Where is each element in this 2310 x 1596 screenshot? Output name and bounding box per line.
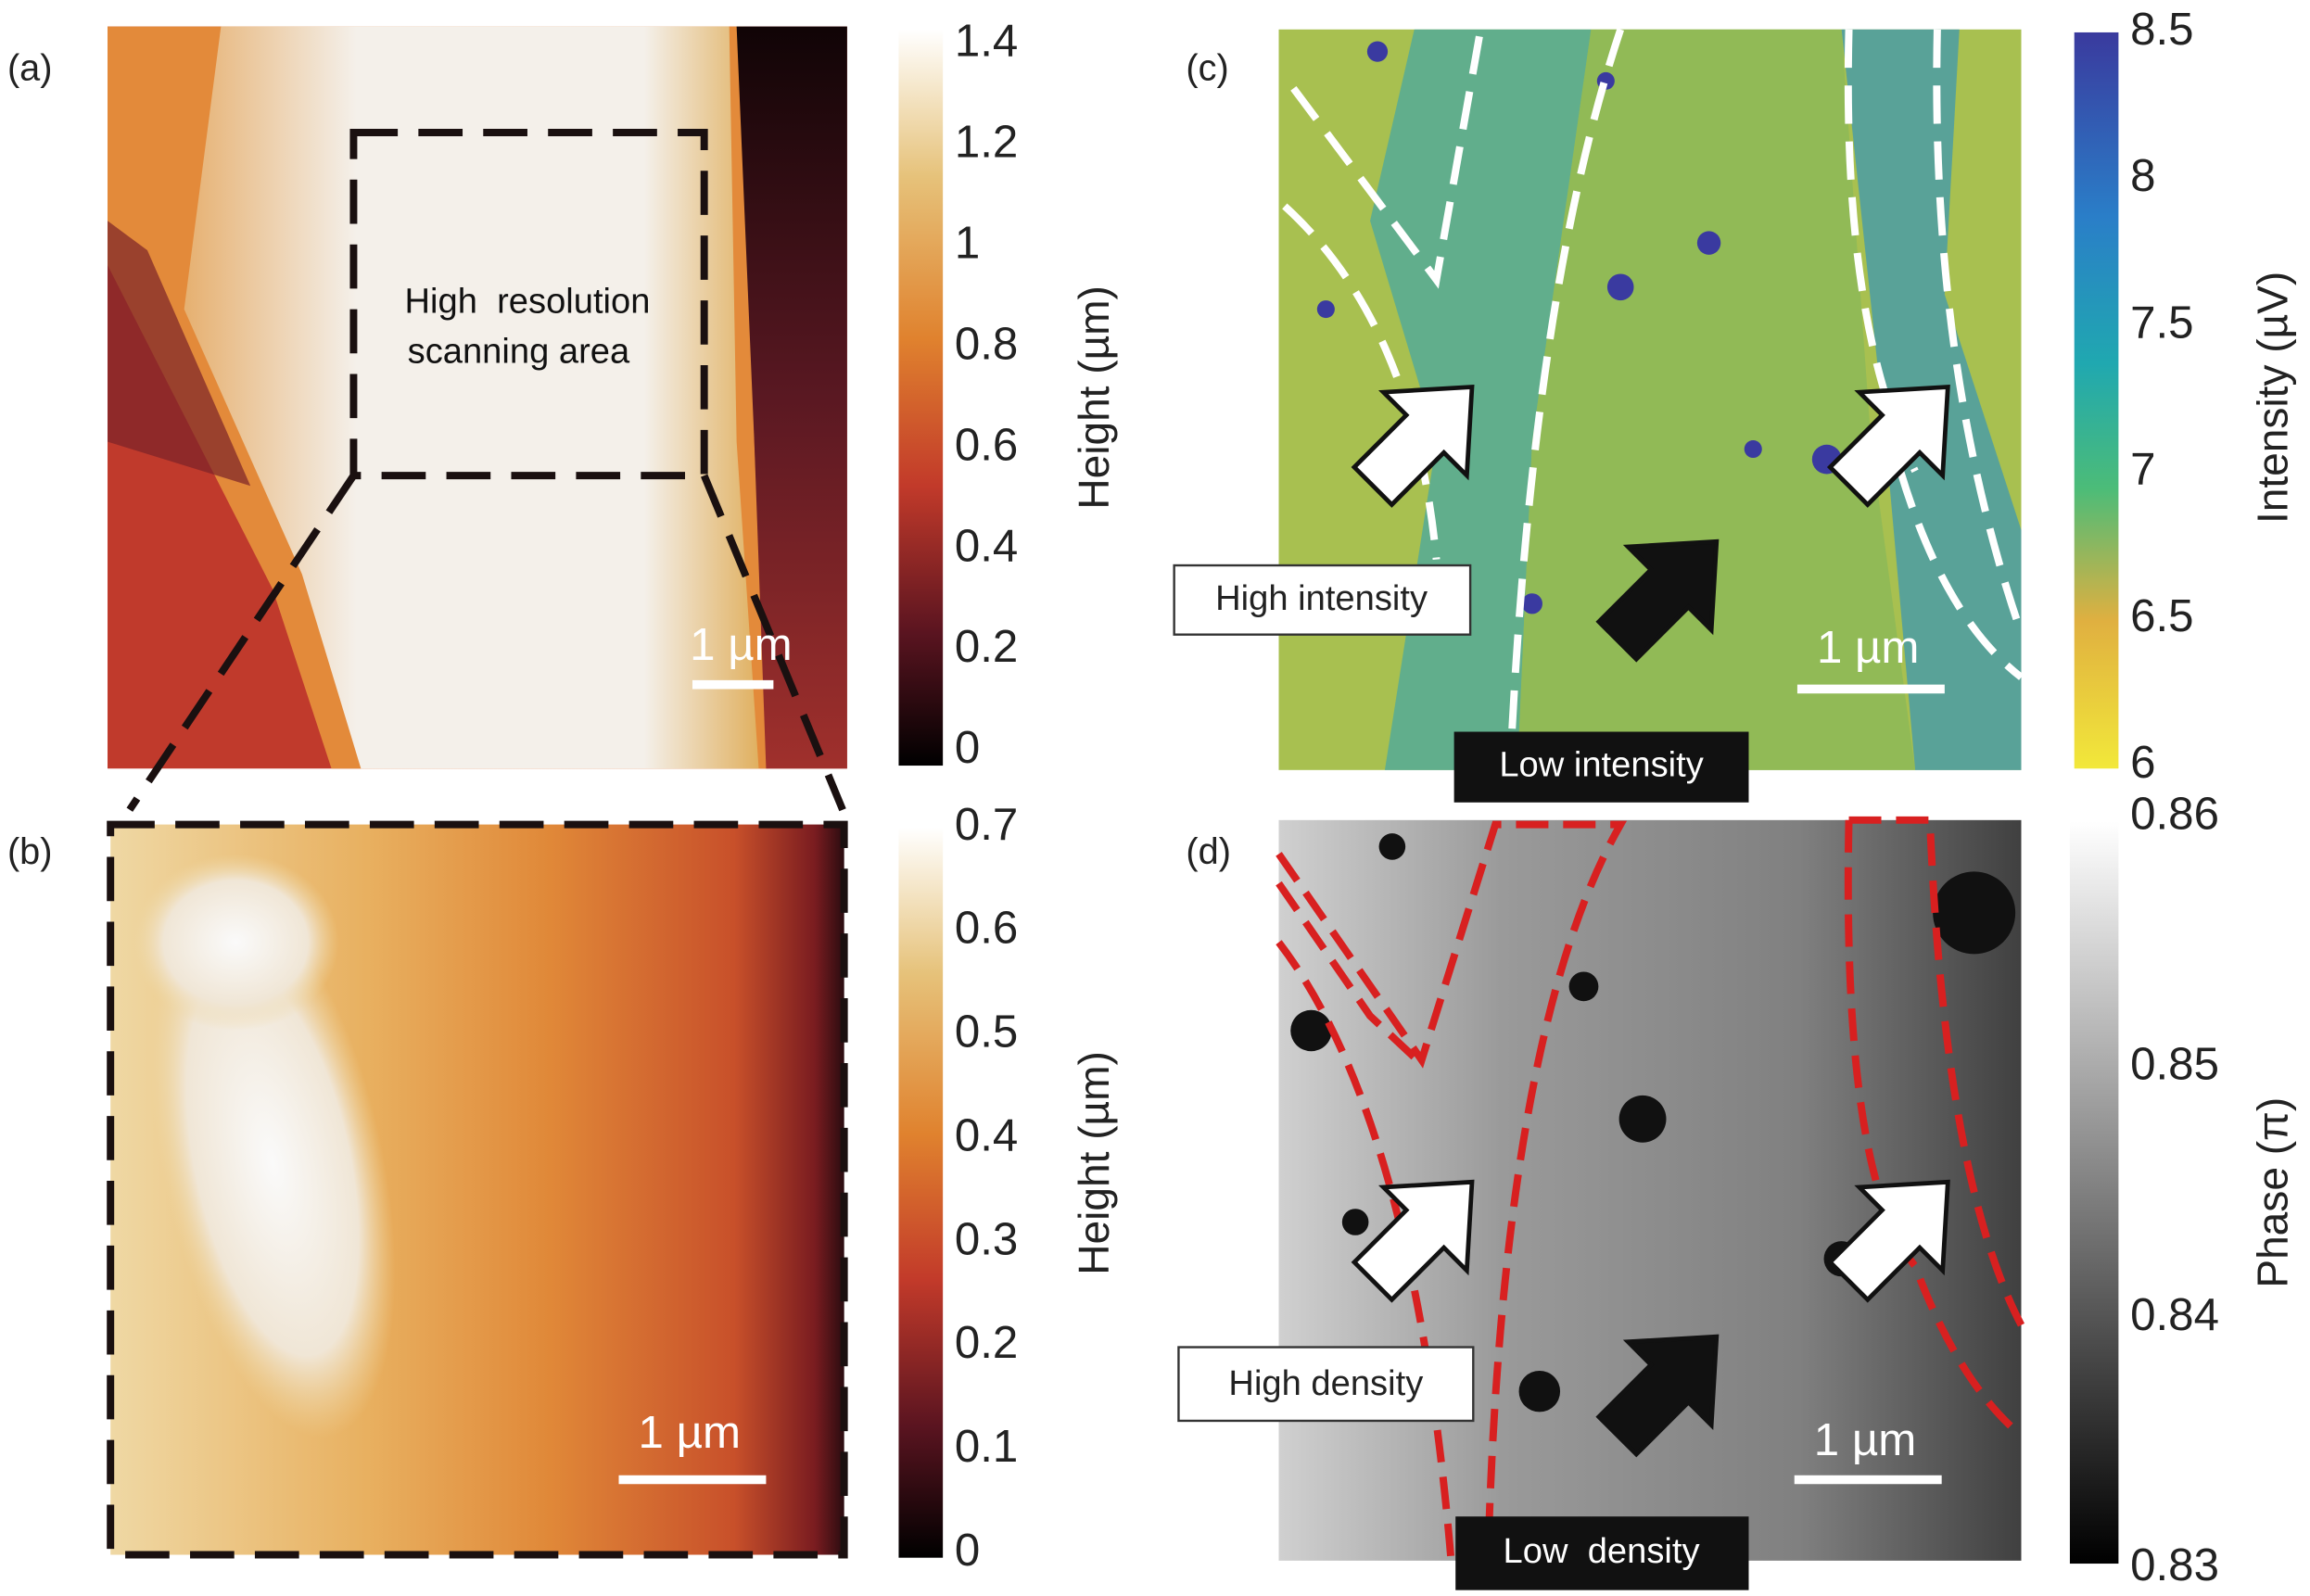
high-label: High density (1228, 1363, 1423, 1403)
colorbar-tick-label: 0.85 (2130, 1039, 2219, 1090)
label-box (1177, 1346, 1475, 1423)
colorbar-tick-label: 0.2 (955, 621, 1018, 672)
colorbar-tick-label: 6.5 (2130, 590, 2193, 641)
colorbar-c (2074, 32, 2119, 769)
panel-label: (d) (1186, 831, 1231, 872)
colorbar-tick-label: 0.1 (955, 1421, 1018, 1472)
colorbar-tick-label: 1.2 (955, 117, 1018, 168)
panel-d-image (1276, 816, 2025, 1562)
colorbar-title: Intensity (µV) (2249, 272, 2297, 524)
panel-label: (b) (7, 831, 53, 872)
colorbar-tick-label: 8 (2130, 150, 2155, 201)
scale-bar-text: 1 µm (1814, 1414, 1917, 1465)
colorbar-tick-label: 0.4 (955, 1109, 1018, 1160)
zoom-lines (126, 473, 846, 812)
panel-a-image (108, 26, 847, 769)
scale-bar-text: 1 µm (690, 619, 793, 670)
scale-bar-text: 1 µm (639, 1407, 742, 1458)
colorbar-tick-label: 0.4 (955, 520, 1018, 571)
colorbar-tick-label: 0.6 (955, 419, 1018, 470)
colorbar-tick-label: 7.5 (2130, 297, 2193, 348)
label-box (1173, 564, 1472, 636)
colorbar-tick-label: 0.2 (955, 1317, 1018, 1368)
scale-bar-texts: 1 µm 1 µm 1 µm 1 µm (639, 619, 1920, 1465)
colorbar-tick-label: 0.6 (955, 903, 1018, 954)
scale-bars (618, 679, 1945, 1485)
colorbar-tick-label: 0.83 (2130, 1539, 2219, 1590)
colorbar-a (898, 29, 944, 766)
panel-label: (a) (7, 48, 53, 89)
colorbar-tick-label: 0.5 (955, 1007, 1018, 1058)
colorbar-title: Height (µm) (1070, 1051, 1118, 1274)
colorbar-tick-label: 6 (2130, 737, 2155, 788)
label-box (1453, 731, 1749, 803)
label-box (1455, 1516, 1749, 1590)
colorbar-tick-label: 0.84 (2130, 1289, 2219, 1340)
colorbar-tick-label: 8.5 (2130, 4, 2193, 55)
colorbar-tick-label: 1 (955, 218, 980, 269)
colorbar-tick-label: 7 (2130, 444, 2155, 495)
high-label: High intensity (1215, 578, 1428, 618)
colorbar-tick-label: 0.86 (2130, 789, 2219, 840)
annotation: scanning area (408, 331, 630, 371)
colorbar-tick-label: 0.8 (955, 318, 1018, 369)
annotation: High resolution (404, 281, 650, 321)
colorbar-tick-label: 0 (955, 722, 980, 773)
colorbar-title: Phase (π) (2249, 1097, 2297, 1288)
panel-label: (c) (1186, 48, 1228, 89)
low-label: Low intensity (1499, 745, 1703, 785)
colorbar-title: Height (µm) (1070, 285, 1118, 509)
scale-bar-text: 1 µm (1817, 622, 1920, 673)
colorbar-d (2069, 821, 2119, 1564)
low-label: Low density (1504, 1531, 1700, 1571)
colorbar-tick-label: 0.3 (955, 1213, 1018, 1264)
colorbar-b (898, 827, 944, 1558)
panel-b-image (107, 820, 848, 1559)
colorbar-tick-label: 1.4 (955, 16, 1018, 67)
colorbar-tick-label: 0 (955, 1525, 980, 1576)
colorbar-tick-label: 0.7 (955, 799, 1018, 850)
